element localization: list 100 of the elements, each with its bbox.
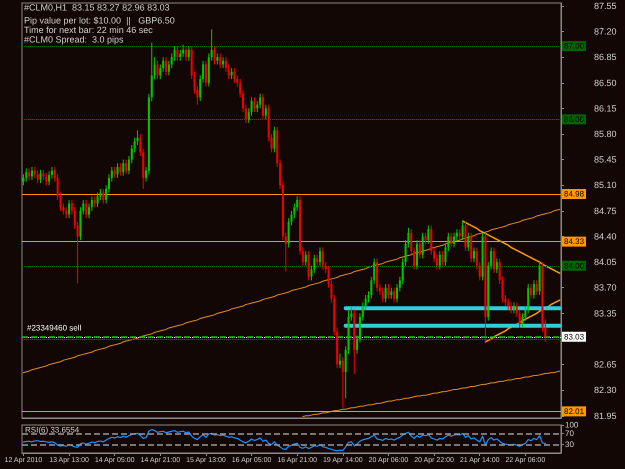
candlestick (188, 46, 190, 62)
ref-line-label: 84.33 (564, 237, 585, 246)
candlestick (453, 232, 456, 248)
candlestick (262, 93, 264, 120)
annotation: Pip value per lot: $10.00 || GBP6.50 (24, 16, 175, 26)
candlestick (68, 199, 70, 219)
candlestick (530, 284, 532, 300)
candlestick (114, 166, 116, 178)
ref-line-label: 84.98 (564, 190, 585, 199)
candlestick (393, 287, 396, 303)
line-series (302, 370, 560, 418)
candlestick (304, 250, 307, 266)
candlestick (532, 280, 535, 300)
candlestick (507, 298, 510, 310)
candlestick (119, 162, 122, 176)
line-series (484, 299, 560, 343)
candlestick (102, 188, 104, 204)
y-tick-label: 70 (565, 428, 574, 438)
candlestick (28, 168, 30, 181)
candlestick (30, 166, 34, 181)
candlestick (462, 220, 464, 241)
candlestick (65, 206, 68, 219)
candlestick (512, 302, 515, 314)
candlestick (384, 284, 387, 303)
candlestick (213, 46, 216, 65)
y-tick-label: 83.35 (594, 308, 617, 318)
y-tick-label: 85.10 (594, 180, 617, 190)
y-tick-label: 84.40 (594, 231, 617, 242)
y-tick-label: 100 (565, 420, 579, 430)
candlestick (204, 60, 207, 87)
candlestick (230, 68, 233, 80)
candlestick (96, 192, 99, 208)
candlestick (264, 104, 267, 120)
chart-title: RSI(6) 33.6554 (25, 426, 80, 434)
candlestick (156, 60, 158, 80)
candlestick (387, 284, 390, 300)
annotation: Time for next bar: 22 min 46 sec (24, 25, 154, 35)
candlestick (418, 240, 421, 259)
candlestick (219, 53, 222, 69)
candlestick (422, 232, 424, 259)
y-tick-label: 85.45 (594, 154, 617, 165)
y-tick-label: 82.30 (594, 385, 617, 396)
candlestick (510, 302, 512, 314)
candlestick (458, 228, 461, 241)
candlestick (184, 46, 188, 62)
y-tick-label: 84.05 (594, 257, 617, 268)
candlestick (122, 159, 124, 176)
ref-line-label: 86.00 (564, 114, 585, 124)
candlestick (318, 246, 322, 266)
candlestick (125, 159, 128, 175)
candlestick (427, 225, 430, 244)
candlestick (273, 126, 276, 153)
candlestick (36, 170, 39, 184)
y-tick-label: 87.55 (594, 0, 617, 11)
candlestick (472, 246, 476, 263)
line-series (22, 428, 546, 452)
y-tick-label: 86.85 (594, 52, 617, 62)
candlestick (416, 240, 418, 270)
candlestick (259, 93, 262, 109)
candlestick (382, 287, 384, 303)
candlestick (216, 53, 218, 65)
y-tick-label: 84.75 (594, 206, 617, 216)
candlestick (442, 250, 444, 266)
candlestick (338, 353, 342, 369)
annotation: #CLM0 Spread: 3.0 pips (24, 34, 124, 44)
candlestick (424, 232, 427, 244)
candlestick (316, 254, 318, 266)
ref-line-label: 84.00 (564, 261, 585, 270)
ref-line-label: 83.03 (564, 332, 585, 342)
y-tick-label: 85.80 (594, 129, 617, 140)
y-tick-label: 87.20 (594, 26, 617, 37)
y-tick-label: 86.50 (594, 78, 617, 88)
line-series (22, 208, 560, 374)
candlestick (182, 44, 184, 58)
candlestick (496, 258, 498, 274)
candlestick (45, 172, 48, 186)
candlestick (176, 46, 178, 62)
candlestick (342, 356, 344, 408)
candlestick (438, 250, 441, 270)
y-tick-label: 82.65 (594, 360, 617, 370)
candlestick (116, 162, 119, 178)
ref-line-label: 82.01 (564, 406, 585, 416)
candlestick (42, 169, 44, 181)
candlestick (40, 169, 42, 184)
candlestick (25, 168, 28, 182)
candlestick (233, 68, 236, 84)
candlestick (222, 56, 224, 69)
y-tick-label: 30 (565, 440, 574, 450)
candlestick (94, 196, 96, 208)
candlestick (253, 96, 256, 113)
candlestick (390, 287, 392, 300)
y-tick-label: 81.95 (594, 410, 617, 421)
candlestick (308, 250, 310, 281)
candlestick (322, 246, 324, 270)
ref-line-label: #23349460 sell (27, 323, 82, 332)
candlestick (470, 232, 472, 263)
candlestick (464, 221, 466, 252)
candlestick (85, 199, 88, 219)
y-tick-label: 86.15 (594, 103, 617, 114)
candlestick (164, 56, 168, 76)
